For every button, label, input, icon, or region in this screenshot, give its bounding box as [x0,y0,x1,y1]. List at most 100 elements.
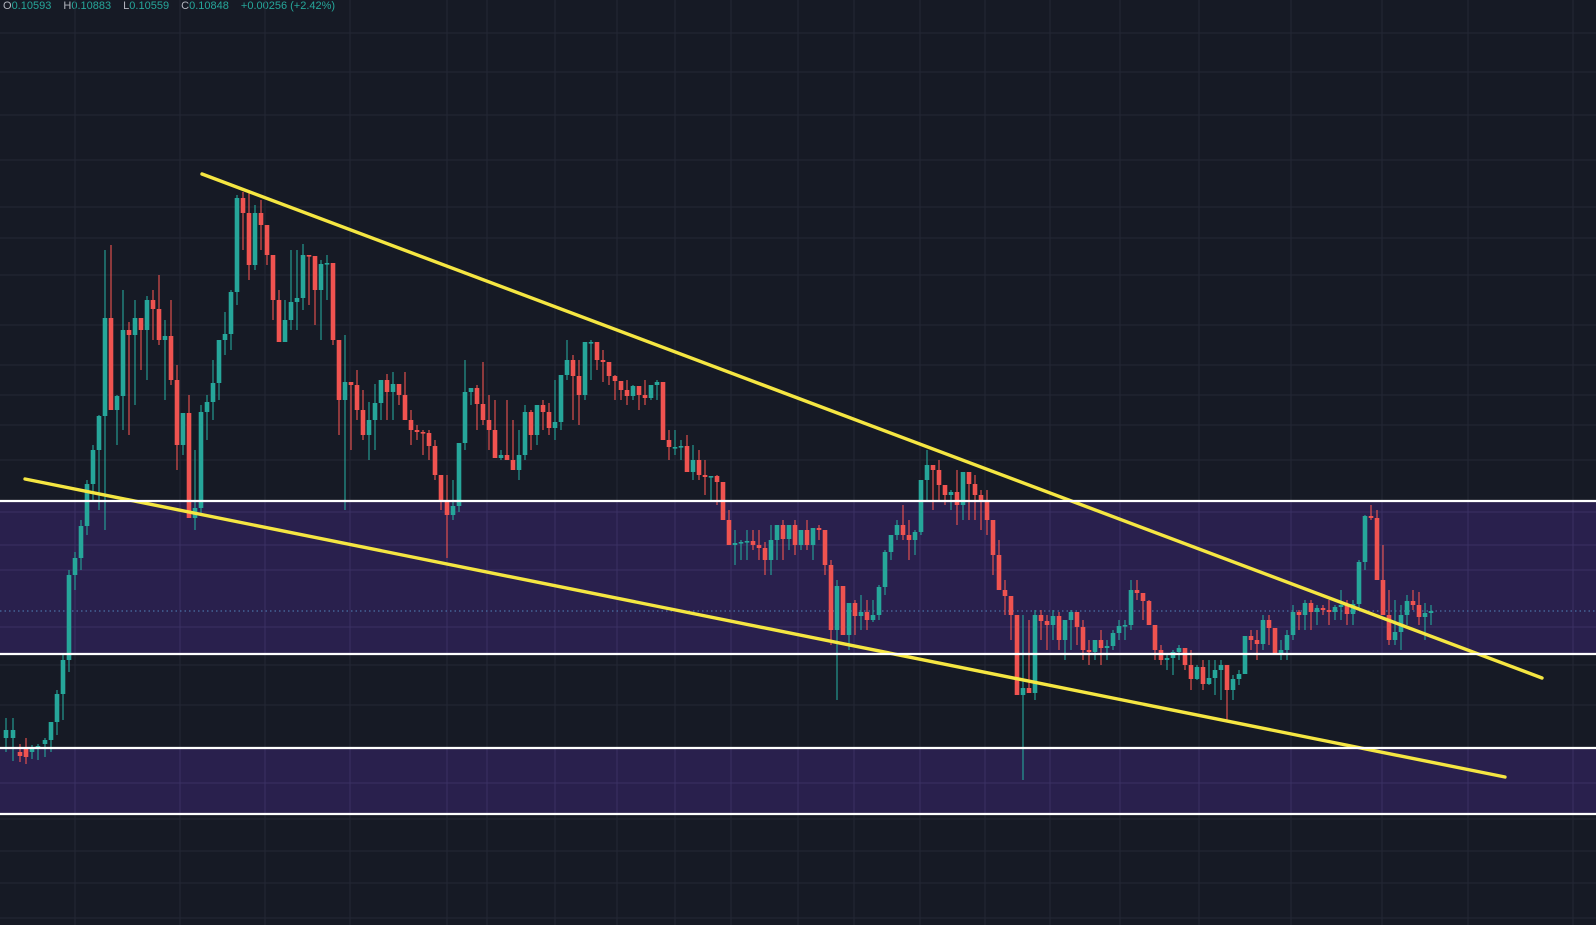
candle [1362,515,1368,570]
candle [1374,510,1380,580]
candle [204,395,210,440]
candle [270,255,276,320]
candle [1056,612,1062,650]
candle [114,395,120,445]
candle [1272,628,1278,655]
candle [246,190,252,280]
candle [414,425,420,440]
candle [1140,593,1146,620]
candle [816,525,822,540]
candle [558,375,564,430]
candle [480,362,486,425]
candle [216,340,222,400]
candle [786,525,792,550]
candle [72,552,78,590]
candle [1380,545,1386,615]
candle [534,405,540,445]
candle [438,475,444,510]
candle [1212,660,1218,695]
candle [294,250,300,330]
candle [1350,600,1356,625]
candle [618,381,624,400]
candle [510,420,516,470]
candle [654,380,660,400]
candle [1236,670,1242,685]
candle [408,410,414,445]
candle [10,718,16,761]
candle [798,530,804,550]
candle [882,550,888,595]
candle [468,388,474,405]
candle [1260,615,1266,650]
candle [156,275,162,345]
lower-trendline[interactable] [23,477,1507,779]
candle [132,300,138,405]
candle [1218,660,1224,700]
candle [528,410,534,450]
candle [396,384,402,405]
candle [402,372,408,420]
zone-borders[interactable] [0,499,1596,816]
candle [1116,620,1122,640]
candle [1008,596,1014,640]
candle [918,480,924,535]
candle [1188,650,1194,690]
candle [66,570,72,672]
candle [600,350,606,382]
close-value: 0.10848 [189,0,229,12]
candle [756,530,762,560]
candle [300,244,306,310]
candle [312,256,318,325]
candle [684,435,690,472]
candle [678,440,684,460]
candle [888,535,894,560]
candle [168,300,174,385]
candle [864,600,870,630]
high-value: 0.10883 [71,0,112,12]
candle [516,430,522,480]
candle [1356,560,1362,610]
candle [1308,600,1314,630]
candle [108,245,114,410]
candle [636,386,642,410]
candle [660,382,666,440]
candle [288,250,294,330]
candle [552,380,558,440]
candle [750,530,756,550]
candle [1122,620,1128,640]
candle [474,385,480,430]
candle [1194,665,1200,680]
candle [624,380,630,405]
candle [462,360,468,450]
candle [306,255,312,305]
low-label: L [123,0,130,12]
candle [102,250,108,530]
candle [264,225,270,265]
candle [924,450,930,500]
candle [606,362,612,385]
candle [1296,610,1302,630]
candle [1050,610,1056,640]
candle [696,450,702,480]
candle [1320,605,1326,615]
candle [1404,595,1410,625]
trendlines[interactable] [23,172,1544,779]
candle [192,450,198,530]
candle [564,340,570,380]
candle [954,470,960,525]
candle [348,382,354,450]
candle [570,355,576,420]
candles [3,190,1434,780]
candle [1338,590,1344,620]
candle [120,290,126,430]
candle [708,476,714,500]
candle [996,540,1002,590]
candle [54,690,60,735]
candle [1020,615,1026,780]
candle [378,380,384,420]
candle [240,192,246,250]
candle [738,540,744,560]
upper-trendline[interactable] [200,172,1544,680]
candle [972,475,978,520]
